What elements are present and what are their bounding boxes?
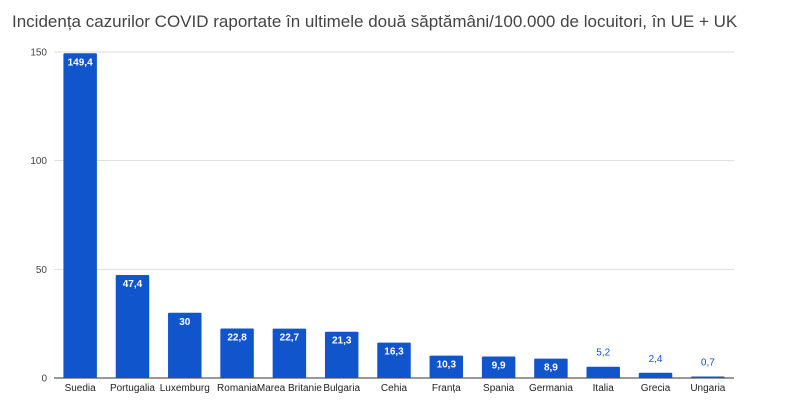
data-label: 30 [179, 317, 191, 328]
bar [691, 376, 725, 378]
data-label: 22,7 [280, 333, 300, 344]
bar [272, 328, 307, 378]
data-label: 2,4 [649, 354, 663, 365]
data-label: 47,4 [123, 279, 143, 290]
bar [377, 342, 411, 378]
x-tick-label: Ungaria [690, 383, 725, 394]
x-tick-label: Cehia [381, 383, 408, 394]
x-tick-label: Italia [593, 383, 615, 394]
bar [324, 331, 359, 378]
x-axis-ticks: Suedia Portugalia Luxemburg Romania Marea Br… [65, 383, 726, 394]
x-tick-label: Portugalia [110, 383, 155, 394]
y-tick-label: 100 [30, 156, 47, 167]
y-tick-label: 50 [36, 265, 48, 276]
bar [586, 366, 620, 378]
x-tick-label: Germania [529, 383, 573, 394]
bars [63, 53, 725, 378]
x-tick-label: Franța [432, 383, 461, 394]
bar [534, 358, 568, 378]
x-tick-label: Suedia [65, 383, 97, 394]
x-tick-label: Marea Britanie [257, 383, 322, 394]
x-tick-label: Spania [483, 383, 515, 394]
bar [481, 356, 516, 378]
bar [220, 328, 254, 378]
bar [638, 372, 673, 378]
y-tick-label: 150 [30, 48, 47, 59]
bar [115, 274, 150, 378]
data-label: 5,2 [596, 348, 610, 359]
x-tick-label: Romania [217, 383, 257, 394]
y-tick-label: 0 [41, 374, 47, 385]
data-label: 149,4 [68, 57, 93, 68]
data-labels: 149,4 47,4 30 22,8 22,7 21,3 16,3 10,3 9,9 8,9 5,2… [68, 57, 716, 373]
x-tick-label: Luxemburg [160, 383, 210, 394]
chart-title: Incidența cazurilor COVID raportate în u… [12, 12, 738, 31]
bar [63, 53, 97, 378]
y-axis-ticks: 0 50 100 150 [30, 48, 47, 385]
data-label: 10,3 [437, 360, 457, 371]
data-label: 16,3 [384, 347, 404, 358]
data-label: 9,9 [492, 360, 506, 371]
data-label: 21,3 [332, 336, 352, 347]
data-label: 0,7 [701, 357, 715, 368]
bar [168, 312, 202, 378]
bar [429, 355, 464, 378]
data-label: 8,9 [544, 363, 558, 374]
gridlines [54, 51, 734, 379]
data-label: 22,8 [227, 332, 247, 343]
x-tick-label: Grecia [641, 383, 671, 394]
x-tick-label: Bulgaria [323, 383, 360, 394]
